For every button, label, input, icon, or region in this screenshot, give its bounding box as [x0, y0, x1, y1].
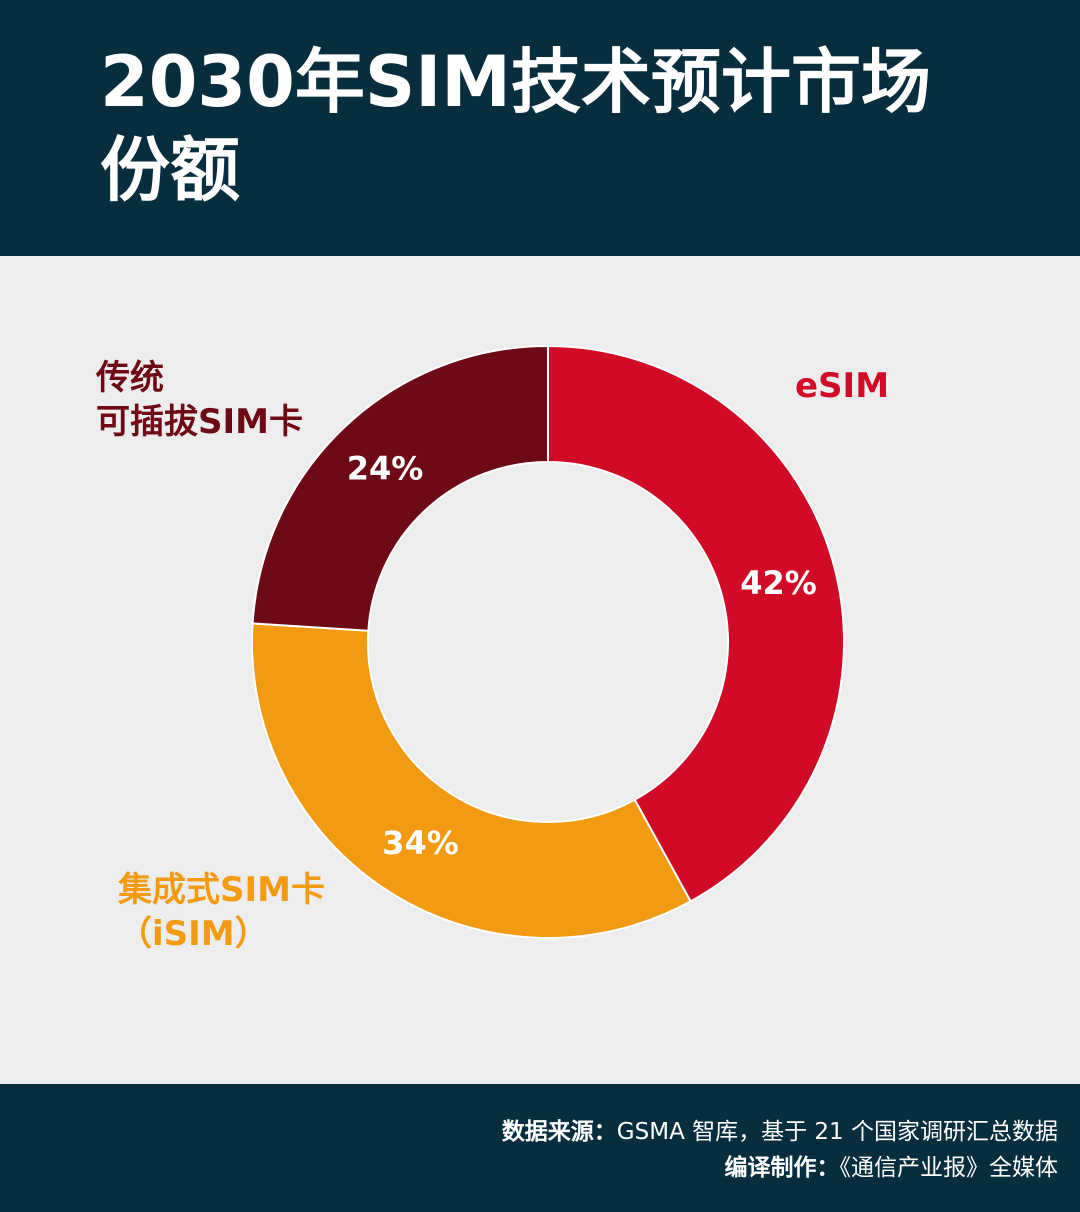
title-line-1: 2030年SIM技术预计市场 — [100, 41, 931, 123]
label-legacy-sim: 传统 可插拔SIM卡 — [96, 356, 303, 444]
header-banner: 2030年SIM技术预计市场 份额 — [0, 0, 1080, 256]
value-label-isim: 34% — [382, 824, 459, 862]
label-esim-line-1: eSIM — [795, 366, 890, 406]
chart-area: 42% 34% 24% 传统 可插拔SIM卡 eSIM 集成式SIM卡 （iSIM） — [0, 256, 1080, 1084]
footer-credit: 编译制作：《通信产业报》全媒体 — [725, 1148, 1059, 1182]
source-key: 数据来源： — [501, 1119, 617, 1145]
footer: 数据来源：GSMA 智库，基于 21 个国家调研汇总数据 编译制作：《通信产业报… — [0, 1084, 1080, 1212]
label-isim-line-1: 集成式SIM卡 — [118, 870, 325, 910]
label-esim: eSIM — [795, 364, 889, 408]
footer-source: 数据来源：GSMA 智库，基于 21 个国家调研汇总数据 — [502, 1112, 1058, 1146]
credit-key: 编译制作： — [724, 1155, 840, 1181]
label-legacy-line-2: 可插拔SIM卡 — [96, 402, 303, 442]
donut-chart: 42% 34% 24% — [251, 344, 845, 939]
source-value: GSMA 智库，基于 21 个国家调研汇总数据 — [616, 1119, 1058, 1145]
title-line-2: 份额 — [100, 129, 240, 211]
credit-value: 《通信产业报》全媒体 — [839, 1155, 1059, 1181]
slice-legacy-sim — [251, 344, 549, 632]
label-isim: 集成式SIM卡 （iSIM） — [118, 868, 325, 956]
value-label-legacy-sim: 24% — [347, 450, 424, 488]
slice-isim — [251, 622, 692, 939]
value-label-esim: 42% — [740, 564, 817, 602]
label-isim-line-2: （iSIM） — [118, 914, 269, 954]
label-legacy-line-1: 传统 — [96, 358, 164, 398]
slice-esim — [547, 344, 845, 903]
page-title: 2030年SIM技术预计市场 份额 — [100, 38, 1000, 214]
